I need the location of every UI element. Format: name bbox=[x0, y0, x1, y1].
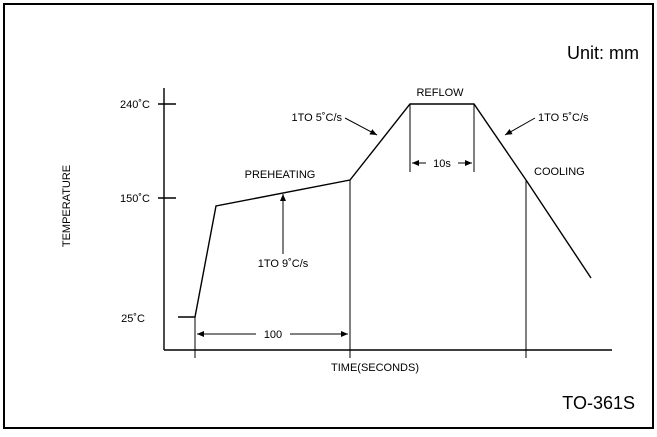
unit-label: Unit: mm bbox=[567, 43, 639, 63]
part-number: TO-361S bbox=[562, 393, 635, 413]
figure-border bbox=[3, 3, 654, 429]
ramp-down-rate-arrow bbox=[504, 117, 536, 136]
preheat-rate-label: 1TO 9˚C/s bbox=[258, 258, 309, 270]
y-tick-label-25: 25˚C bbox=[121, 313, 145, 325]
ramp-up-rate-label: 1TO 5˚C/s bbox=[291, 112, 342, 124]
y-tick-label-240: 240˚C bbox=[120, 99, 150, 111]
reflow-time-label: 10s bbox=[433, 158, 451, 170]
preheat-time-label: 100 bbox=[264, 329, 282, 341]
reflow-label: REFLOW bbox=[416, 87, 464, 99]
preheating-label: PREHEATING bbox=[245, 169, 316, 181]
y-tick-label-150: 150˚C bbox=[120, 193, 150, 205]
temperature-profile-curve bbox=[178, 103, 592, 318]
y-axis-label: TEMPERATURE bbox=[61, 165, 73, 247]
ramp-up-rate-arrow bbox=[344, 117, 378, 136]
ramp-down-rate-label: 1TO 5˚C/s bbox=[538, 112, 589, 124]
cooling-label: COOLING bbox=[534, 166, 585, 178]
x-axis-label: TIME(SECONDS) bbox=[331, 362, 419, 374]
